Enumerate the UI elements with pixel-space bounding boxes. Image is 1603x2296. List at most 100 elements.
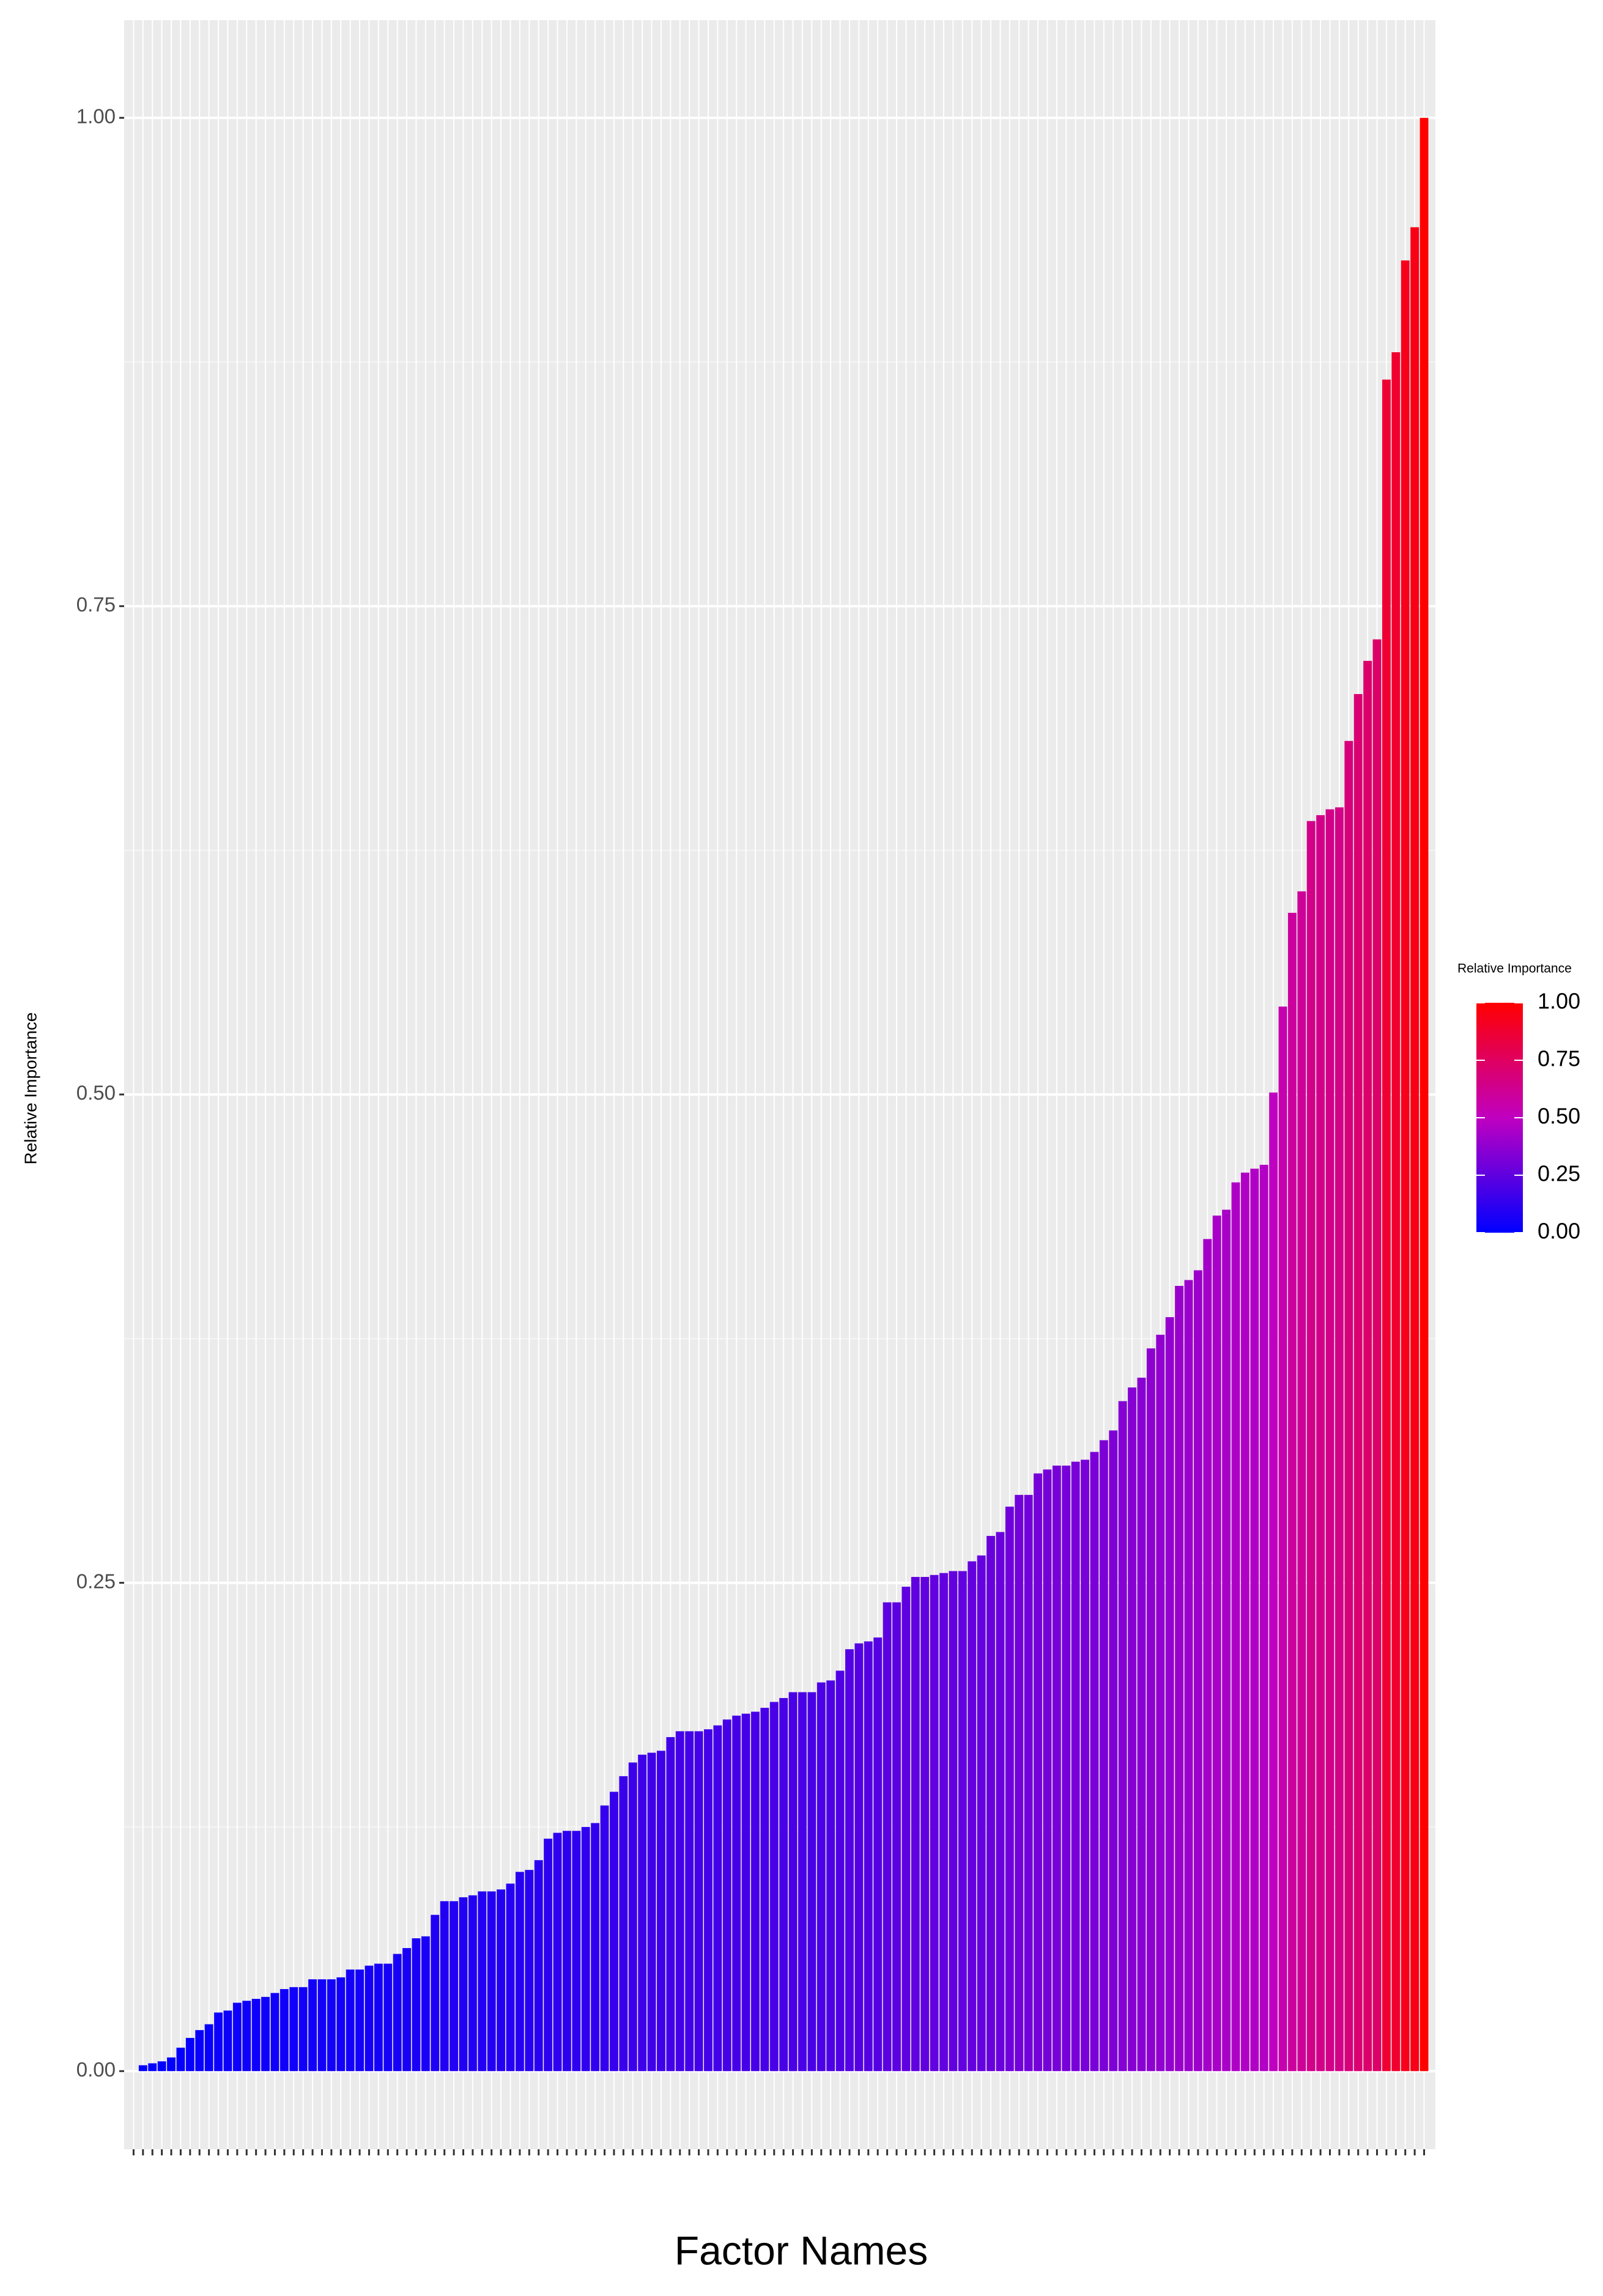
bar bbox=[1410, 227, 1420, 2072]
bar bbox=[977, 1555, 986, 2072]
bar bbox=[600, 1805, 609, 2072]
bar bbox=[732, 1715, 741, 2072]
y-tick-label: 0.25 bbox=[76, 1570, 116, 1592]
bar bbox=[1297, 891, 1306, 2072]
bar bbox=[741, 1713, 750, 2072]
bar bbox=[675, 1731, 684, 2072]
bar bbox=[1382, 379, 1391, 2072]
bar bbox=[506, 1883, 515, 2072]
bar bbox=[854, 1643, 864, 2072]
bar bbox=[1420, 117, 1429, 2072]
bar bbox=[901, 1586, 911, 2072]
bar bbox=[1401, 260, 1410, 2072]
y-tick-label: 0.00 bbox=[76, 2058, 116, 2081]
bar bbox=[336, 1977, 346, 2072]
bar bbox=[157, 2061, 166, 2072]
bar bbox=[968, 1561, 977, 2072]
bar bbox=[1231, 1182, 1240, 2072]
bar bbox=[1146, 1348, 1155, 2072]
bar bbox=[1344, 740, 1353, 2072]
bar bbox=[298, 1987, 308, 2072]
bar bbox=[1278, 1006, 1287, 2072]
bar bbox=[1043, 1469, 1052, 2072]
bar bbox=[280, 1989, 289, 2072]
bar bbox=[892, 1602, 901, 2072]
bar bbox=[638, 1754, 647, 2072]
bar bbox=[1137, 1378, 1146, 2072]
bar bbox=[525, 1870, 534, 2072]
bar bbox=[987, 1535, 995, 2072]
bar bbox=[138, 2065, 147, 2072]
bar bbox=[1287, 912, 1297, 2072]
bar bbox=[1156, 1334, 1165, 2072]
bar bbox=[1024, 1494, 1033, 2072]
bar bbox=[1099, 1440, 1108, 2072]
bar bbox=[581, 1826, 590, 2072]
bar bbox=[609, 1792, 618, 2072]
bar bbox=[816, 1682, 826, 2072]
bar bbox=[515, 1872, 524, 2072]
bar bbox=[176, 2047, 185, 2072]
bar bbox=[251, 1999, 261, 2072]
bar bbox=[289, 1987, 298, 2072]
bar bbox=[468, 1895, 477, 2072]
bar bbox=[1118, 1401, 1127, 2072]
x-axis-title: Factor Names bbox=[675, 2228, 928, 2273]
bar bbox=[647, 1752, 656, 2072]
bar bbox=[949, 1571, 958, 2072]
bar bbox=[769, 1702, 779, 2072]
bar bbox=[1325, 809, 1335, 2072]
bar bbox=[346, 1969, 355, 2072]
bar bbox=[365, 1965, 374, 2072]
bar bbox=[242, 2001, 251, 2072]
bar bbox=[402, 1947, 411, 2072]
bar bbox=[1175, 1286, 1183, 2072]
bar bbox=[195, 2030, 204, 2072]
bar bbox=[1316, 815, 1325, 2072]
bar bbox=[1081, 1460, 1089, 2072]
bar bbox=[939, 1573, 948, 2072]
bar bbox=[779, 1698, 788, 2072]
bar bbox=[1165, 1317, 1174, 2072]
bar bbox=[873, 1637, 883, 2072]
bar bbox=[497, 1889, 506, 2072]
bar bbox=[204, 2024, 213, 2072]
bar bbox=[1109, 1430, 1118, 2072]
bar bbox=[393, 1954, 402, 2072]
bar bbox=[1306, 821, 1316, 2072]
bar bbox=[185, 2037, 194, 2072]
bar bbox=[544, 1839, 553, 2072]
bar bbox=[1015, 1494, 1024, 2072]
bar bbox=[807, 1692, 816, 2072]
bar bbox=[1269, 1092, 1278, 2072]
bar bbox=[261, 1996, 270, 2072]
bar bbox=[694, 1731, 703, 2072]
bar bbox=[1372, 639, 1382, 2072]
bar bbox=[835, 1670, 845, 2072]
bar bbox=[214, 2012, 223, 2072]
bar bbox=[1259, 1164, 1268, 2072]
bar bbox=[232, 2003, 242, 2072]
bar bbox=[760, 1708, 769, 2072]
legend-label: 0.25 bbox=[1538, 1161, 1580, 1186]
bar bbox=[1353, 694, 1363, 2072]
y-tick-label: 0.50 bbox=[76, 1082, 116, 1104]
bar bbox=[440, 1901, 449, 2072]
bar bbox=[845, 1649, 854, 2072]
bar bbox=[562, 1831, 571, 2072]
bar bbox=[459, 1897, 468, 2072]
bar bbox=[591, 1823, 600, 2072]
bar bbox=[1034, 1473, 1042, 2072]
bar bbox=[412, 1938, 421, 2072]
bar bbox=[911, 1577, 920, 2072]
bar bbox=[685, 1731, 694, 2072]
bar bbox=[958, 1571, 967, 2072]
bar bbox=[1193, 1270, 1202, 2072]
bar bbox=[628, 1762, 637, 2072]
bar bbox=[374, 1963, 383, 2072]
bar bbox=[553, 1833, 562, 2072]
bar bbox=[421, 1936, 430, 2072]
bar bbox=[1222, 1209, 1231, 2072]
legend-label: 0.50 bbox=[1538, 1104, 1580, 1129]
